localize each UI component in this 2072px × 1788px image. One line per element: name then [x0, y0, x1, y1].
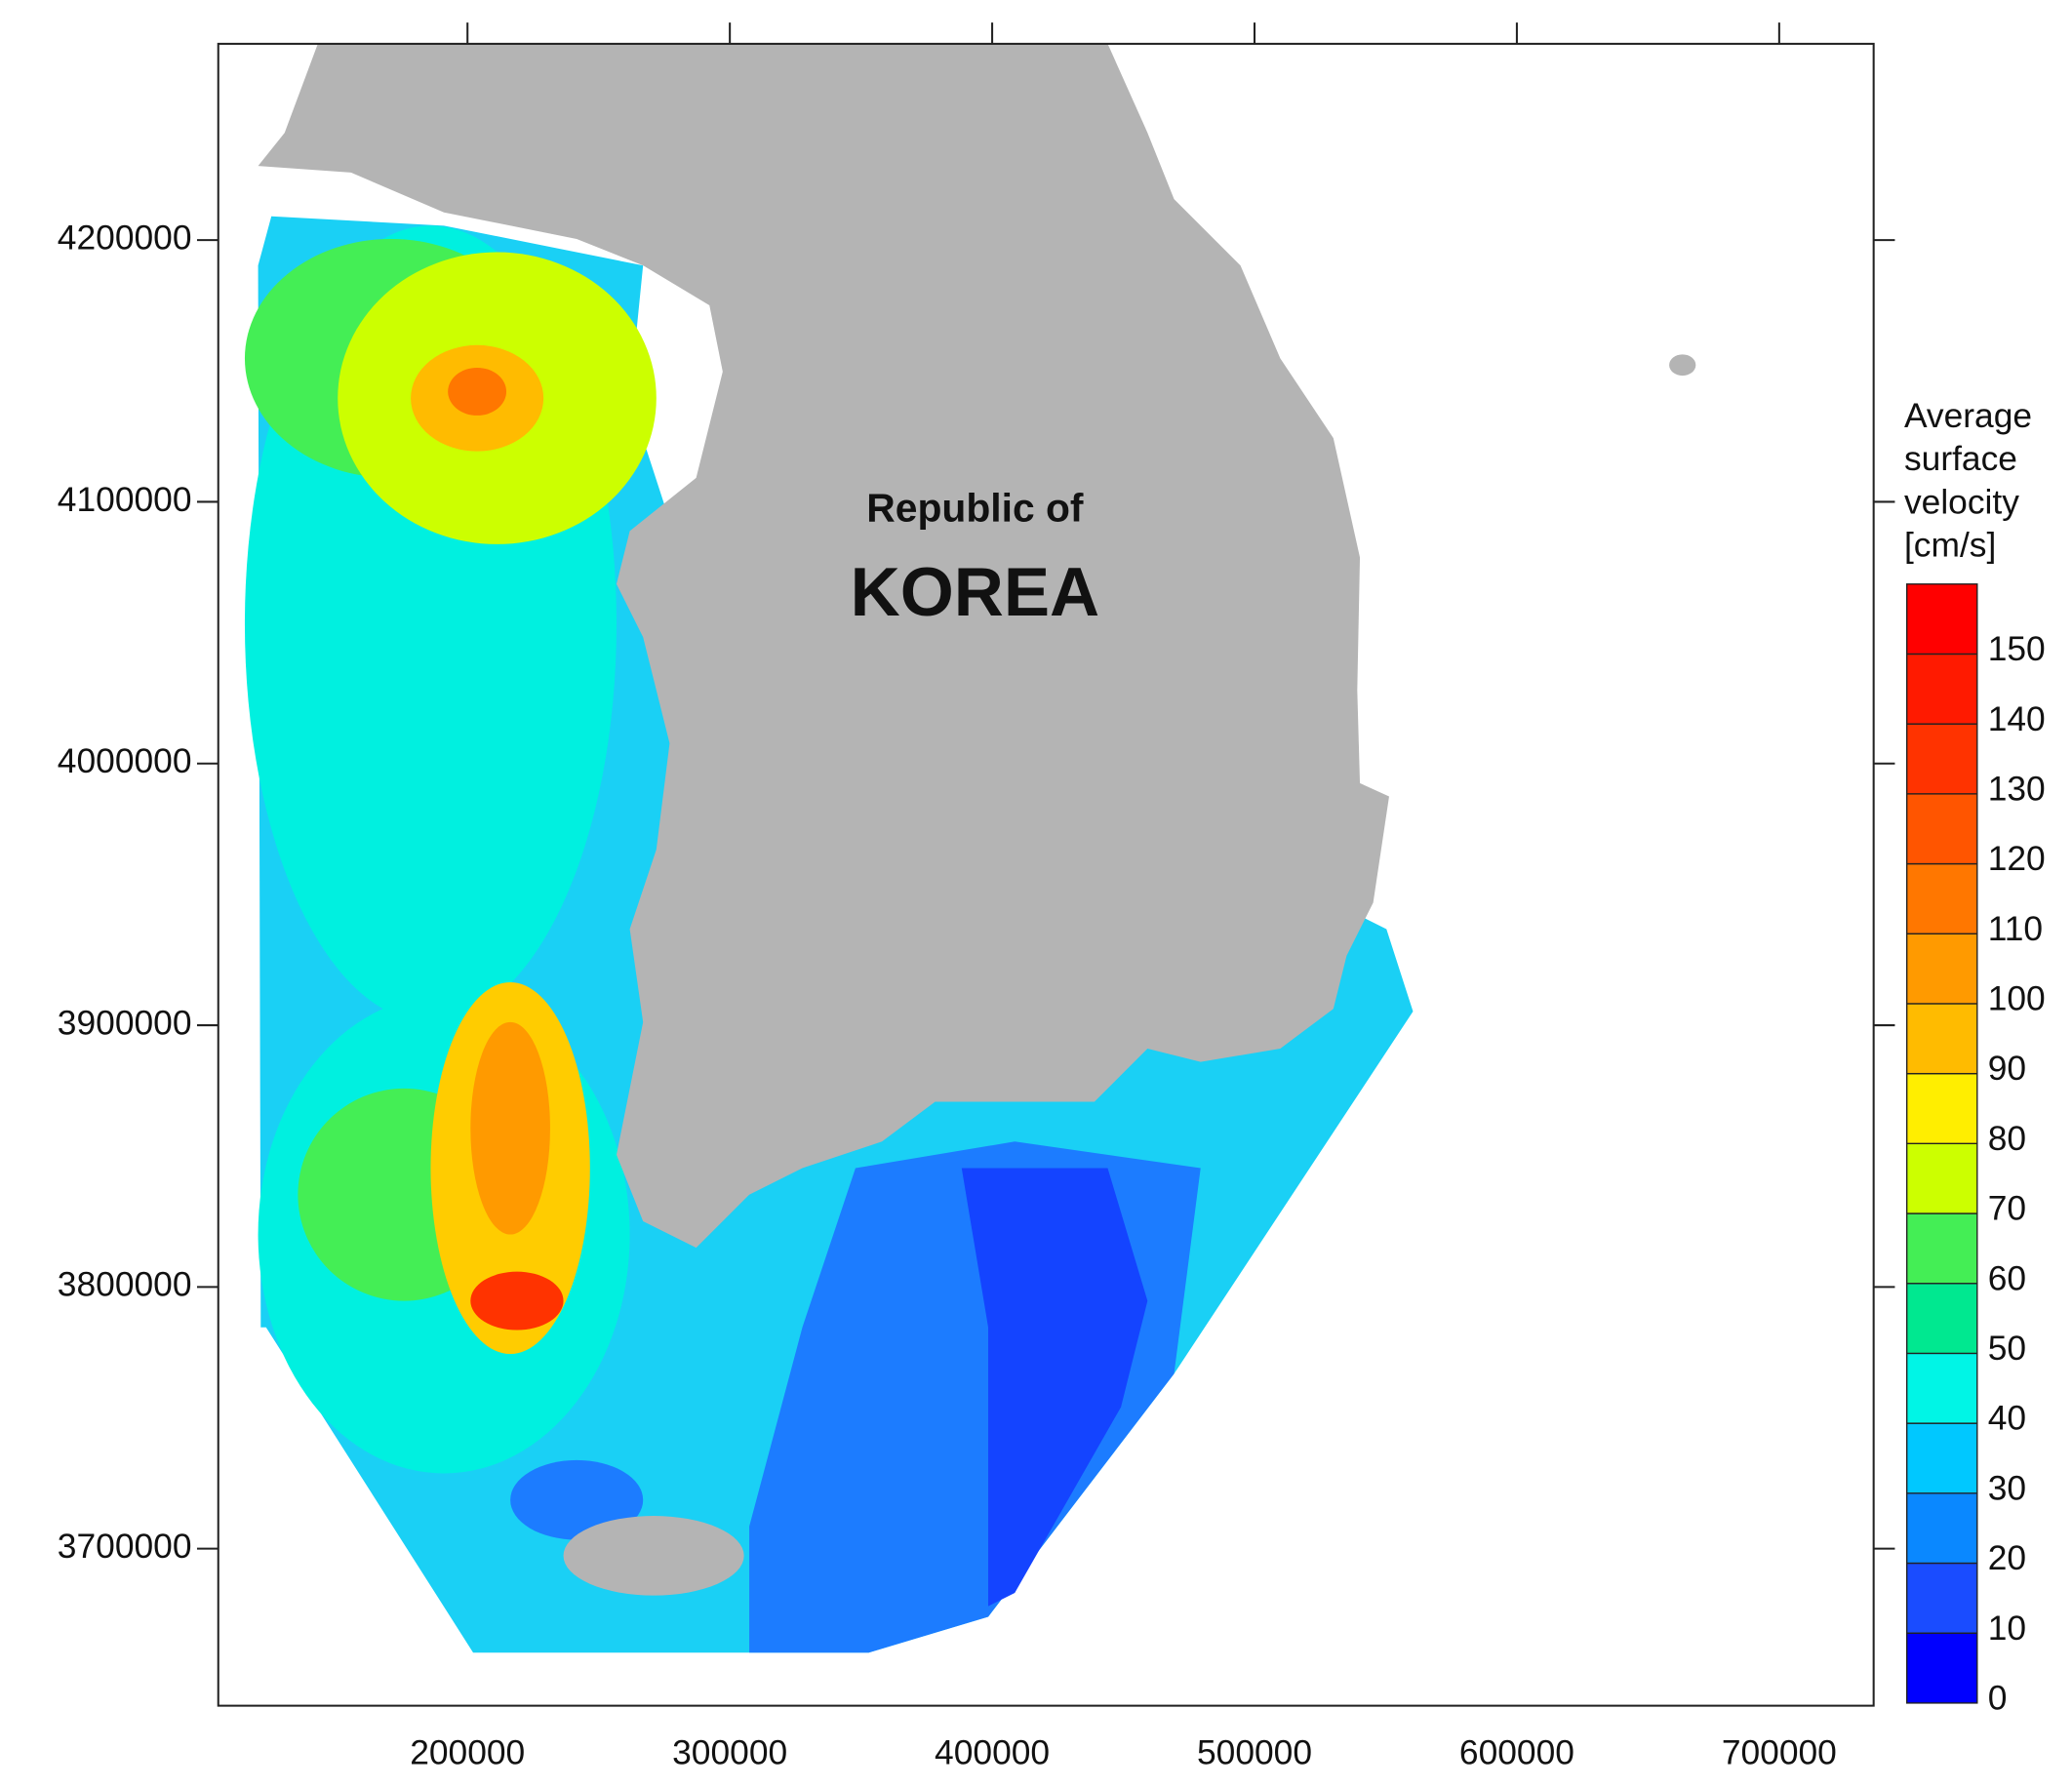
- colorbar-tick-label: 130: [1988, 770, 2046, 808]
- colorbar-title-line: Average: [1904, 397, 2032, 435]
- colorbar-tick-label: 40: [1988, 1400, 2026, 1438]
- colorbar-bin: [1906, 793, 1978, 865]
- y-tick-label: 4100000: [58, 481, 192, 519]
- x-tick-label: 300000: [672, 1733, 787, 1771]
- colorbar-tick-label: 100: [1988, 980, 2046, 1018]
- x-tick-label: 400000: [935, 1733, 1050, 1771]
- colorbar-title-line: velocity: [1904, 483, 2019, 521]
- field-fastest: [448, 367, 507, 416]
- colorbar-tick-label: 80: [1988, 1120, 2026, 1158]
- field-slowest: [961, 1168, 1148, 1607]
- land: [258, 43, 1696, 1596]
- colorbar-bin: [1906, 862, 1978, 934]
- peninsula: [258, 43, 1389, 1249]
- colorbar-bin: [1906, 933, 1978, 1005]
- colorbar-bin: [1906, 1142, 1978, 1214]
- colorbar-bin: [1906, 1632, 1978, 1704]
- colorbar-tick-label: 70: [1988, 1190, 2026, 1228]
- colorbar-tick-label: 140: [1988, 700, 2046, 738]
- colorbar-tick-label: 30: [1988, 1469, 2026, 1507]
- colorbar-bin: [1906, 1562, 1978, 1634]
- colorbar-bin: [1906, 723, 1978, 795]
- colorbar-bin: [1906, 653, 1978, 725]
- colorbar-tick-label: 10: [1988, 1609, 2026, 1648]
- plot-frame: [217, 42, 1875, 1707]
- colorbar-title-line: surface: [1904, 440, 2017, 478]
- x-tick-label: 200000: [410, 1733, 525, 1771]
- colorbar-bin: [1906, 1003, 1978, 1075]
- colorbar-title: Average surface velocity [cm/s]: [1904, 397, 2032, 565]
- colorbar-bin: [1906, 1492, 1978, 1565]
- y-tick-label: 4200000: [58, 219, 192, 257]
- y-tick-label: 4000000: [58, 742, 192, 780]
- colorbar-tick-label: 150: [1988, 630, 2046, 668]
- y-tick-label: 3700000: [58, 1528, 192, 1566]
- x-tick-label: 600000: [1459, 1733, 1574, 1771]
- jeju-island: [563, 1516, 744, 1596]
- ulleung-island: [1669, 354, 1696, 377]
- field-fast: [470, 1021, 550, 1235]
- colorbar-tick-label: 110: [1988, 910, 2043, 948]
- colorbar-title-line: [cm/s]: [1904, 527, 1996, 565]
- field-fastest: [470, 1271, 564, 1331]
- colorbar-tick-label: 20: [1988, 1539, 2026, 1577]
- colorbar-bin: [1906, 1283, 1978, 1355]
- colorbar-bin: [1906, 1072, 1978, 1145]
- y-tick-label: 3800000: [58, 1266, 192, 1304]
- colorbar-bin: [1906, 583, 1978, 656]
- field-slow: [510, 1459, 644, 1540]
- colorbar-tick-label: 60: [1988, 1259, 2026, 1297]
- y-tick-label: 3900000: [58, 1004, 192, 1042]
- colorbar-bin: [1906, 1352, 1978, 1424]
- colorbar-tick-label: 90: [1988, 1050, 2026, 1088]
- colorbar-tick-label: 120: [1988, 840, 2046, 878]
- map-annotation: Republic of: [866, 486, 1084, 531]
- x-tick-label: 700000: [1722, 1733, 1837, 1771]
- map-annotation: KOREA: [851, 553, 1100, 630]
- colorbar-bin: [1906, 1422, 1978, 1494]
- colorbar-bin: [1906, 1212, 1978, 1285]
- colorbar-tick-label: 50: [1988, 1330, 2026, 1368]
- x-tick-label: 500000: [1197, 1733, 1312, 1771]
- colorbar-tick-label: 0: [1988, 1680, 2008, 1718]
